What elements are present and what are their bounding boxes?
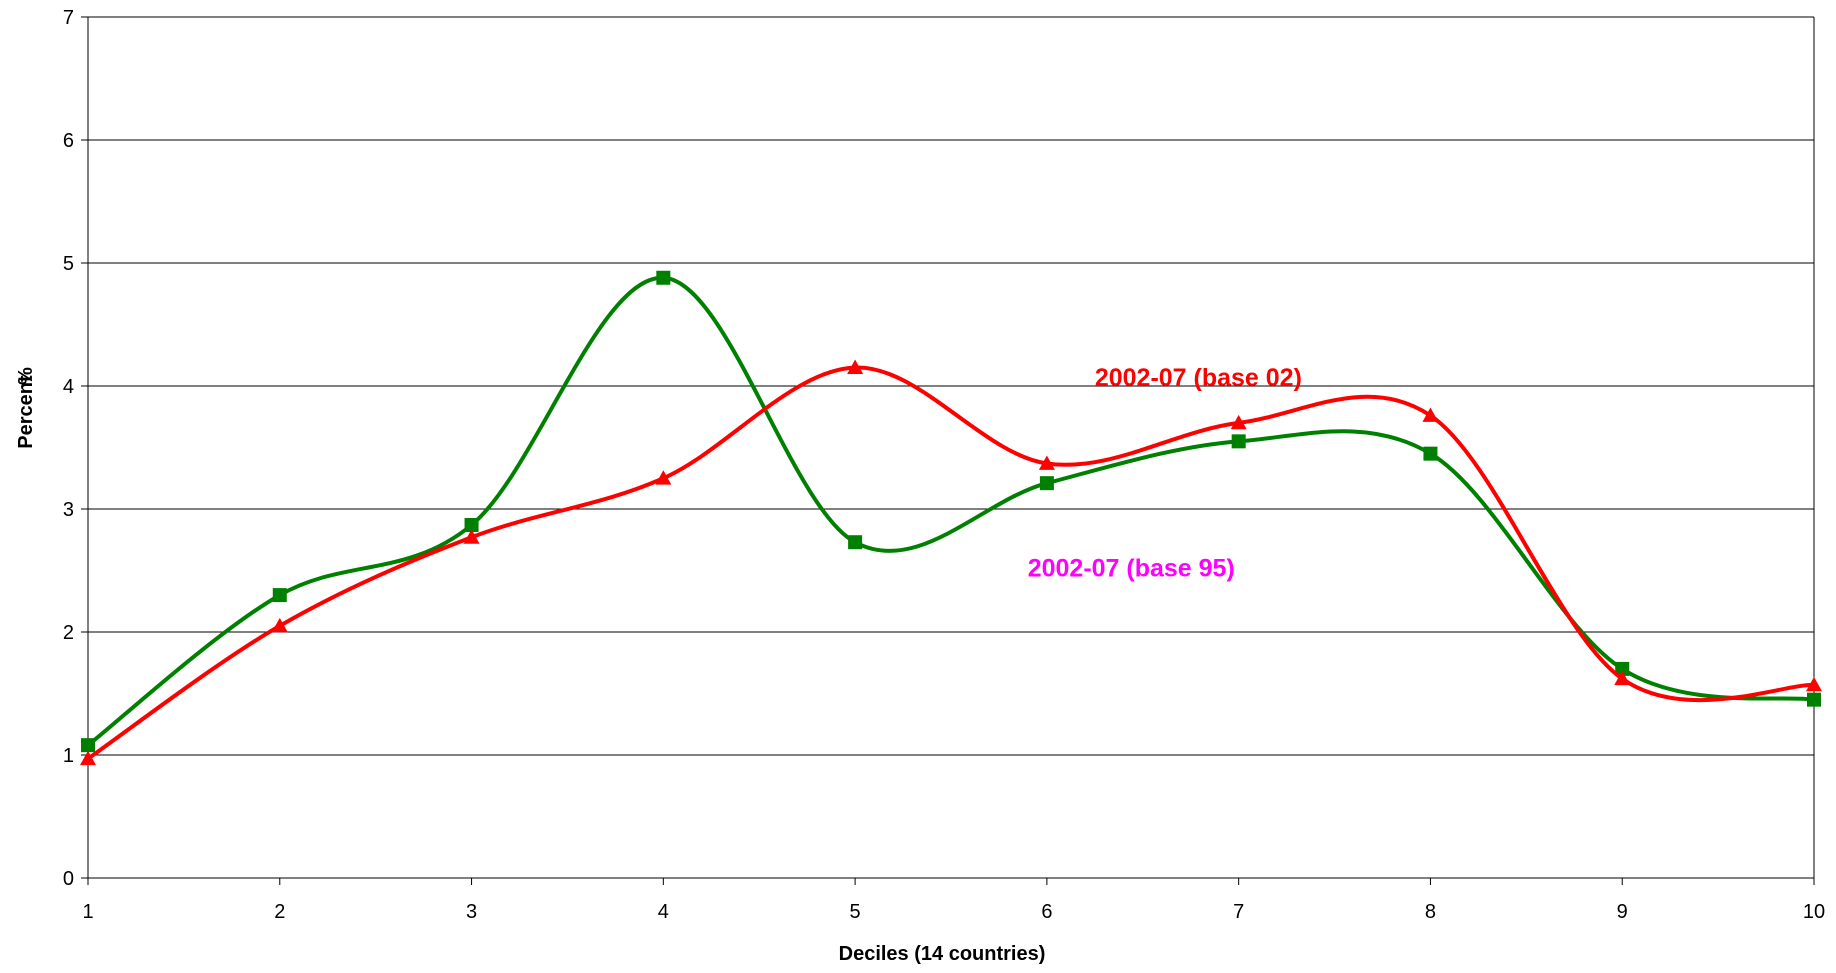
x-tick-label-4: 4 <box>658 901 669 923</box>
x-tick-label-8: 8 <box>1425 901 1436 923</box>
series-line-1 <box>86 275 1815 747</box>
series-layer <box>80 270 1822 766</box>
data-point-triangle-0-7 <box>1230 414 1247 430</box>
data-point-square-1-7 <box>1231 434 1246 449</box>
data-point-square-1-9 <box>1615 661 1630 676</box>
data-point-triangle-0-3 <box>463 529 480 544</box>
gridlines <box>88 16 1814 756</box>
x-tick-label-10: 10 <box>1803 901 1825 923</box>
y-tick-label-0: 0 <box>63 868 74 890</box>
data-point-triangle-0-5 <box>847 359 864 374</box>
data-point-square-1-1 <box>81 738 95 753</box>
data-point-triangle-0-9 <box>1614 670 1631 686</box>
data-point-triangle-0-8 <box>1422 407 1439 422</box>
series-triangle-0 <box>80 359 1822 766</box>
data-point-square-1-3 <box>464 517 479 532</box>
y-tick-label-2: 2 <box>63 622 74 644</box>
x-axis-title: Deciles (14 countries) <box>839 943 1046 965</box>
data-point-square-1-10 <box>1807 692 1821 707</box>
data-point-triangle-0-10 <box>1806 676 1822 692</box>
data-point-square-1-8 <box>1423 446 1438 461</box>
data-point-triangle-0-2 <box>271 617 288 633</box>
axes <box>87 16 1815 879</box>
x-tick-label-5: 5 <box>850 901 861 923</box>
x-tick-label-2: 2 <box>274 901 285 923</box>
x-tick-label-7: 7 <box>1233 901 1244 923</box>
y-axis-title: Percent <box>15 375 37 449</box>
x-axis-ticks: 1 2 3 4 5 6 7 8 9 10 <box>82 878 1825 923</box>
data-point-triangle-0-6 <box>1038 455 1055 470</box>
y-tick-label-4: 4 <box>63 376 74 398</box>
data-point-triangle-0-1 <box>80 750 96 766</box>
y-tick-label-3: 3 <box>63 499 74 521</box>
data-point-triangle-0-4 <box>655 470 672 485</box>
y-axis-ticks: 0 1 2 3 4 5 6 7 <box>63 7 88 890</box>
y-axis-unit: % <box>15 367 37 385</box>
x-tick-label-9: 9 <box>1617 901 1628 923</box>
y-tick-label-6: 6 <box>63 130 74 152</box>
x-tick-label-3: 3 <box>466 901 477 923</box>
y-tick-label-7: 7 <box>63 7 74 29</box>
data-point-square-1-2 <box>272 588 287 603</box>
y-tick-label-1: 1 <box>63 745 74 767</box>
series-square-1 <box>81 270 1821 753</box>
x-tick-label-1: 1 <box>82 901 93 923</box>
data-point-square-1-4 <box>656 270 671 285</box>
annotations: 2002-07 (base 02) 2002-07 (base 95) <box>1028 364 1302 583</box>
y-tick-label-5: 5 <box>63 253 74 275</box>
data-point-square-1-5 <box>848 535 863 550</box>
series-annotation-2: 2002-07 (base 95) <box>1028 555 1235 583</box>
series-annotation-1: 2002-07 (base 02) <box>1095 364 1302 392</box>
data-point-square-1-6 <box>1039 476 1054 491</box>
series-line-0 <box>86 365 1815 761</box>
x-tick-label-6: 6 <box>1041 901 1052 923</box>
